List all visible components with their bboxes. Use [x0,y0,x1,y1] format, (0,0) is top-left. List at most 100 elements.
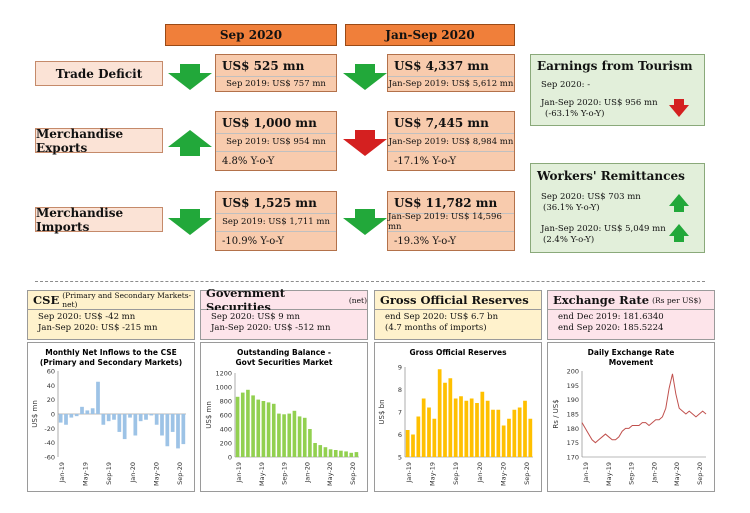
bar [154,414,159,425]
y-tick-label: 180 [567,425,579,433]
arrow-down-red-icon [343,130,387,156]
arrow-down-green-icon [168,209,212,235]
y-axis-label: US$ bn [378,399,386,424]
value-box-trade-jansep: US$ 4,337 mn Jan-Sep 2019: US$ 5,612 mn [387,54,515,92]
panel-title-text: Gross Official Reserves [380,293,529,307]
y-tick-label: 8 [398,386,402,394]
row-label-text: Merchandise Imports [36,205,124,234]
chart-title: Movement [609,358,654,367]
y-tick-label: 9 [398,364,402,372]
bar [485,400,490,457]
bar [128,414,132,418]
x-tick-label: Jan-20 [650,462,658,484]
panel-title-gor: Gross Official Reserves [374,290,542,310]
remit-sep-yoy: (36.1% Y-o-Y) [543,203,600,213]
panel-line: Jan-Sep 2020: US$ -215 mn [38,323,158,333]
chart-title: Govt Securities Market [236,358,333,367]
bar [101,414,106,425]
bar [512,409,517,457]
row-label-text: Merchandise Exports [36,126,124,155]
bar [85,410,90,414]
value-prev: Jan-Sep 2019: US$ 14,596 mn [388,212,502,232]
bar [112,414,116,420]
bar [333,450,338,457]
value-yoy: -19.3% Y-o-Y [394,235,457,247]
bar [122,414,127,440]
value-main: US$ 7,445 mn [394,116,489,130]
value-yoy: -10.9% Y-o-Y [222,235,285,247]
chart-gov: Outstanding Balance - Govt Securities Mar… [200,342,368,492]
bar [339,450,343,457]
bar [405,430,410,457]
panel-line: Jan-Sep 2020: US$ -512 mn [211,323,331,333]
bar [491,409,495,457]
bar [106,414,111,422]
y-tick-label: 200 [567,368,579,376]
panel-line: (4.7 months of imports) [385,323,487,333]
y-tick-label: 1000 [215,384,232,392]
header-jansep: Jan-Sep 2020 [345,24,515,46]
chart-title: (Primary and Secondary Markets) [40,358,182,367]
chart-gor-svg: Gross Official Reserves 9 8 7 6 5 US$ bn Jan-19… [378,348,533,486]
panel-line: end Dec 2019: 181.6340 [558,312,664,322]
x-tick-label: May-20 [152,462,160,486]
x-tick-label: Sep-19 [281,462,289,485]
panel-title-small: (net) [348,295,367,305]
bar [240,392,245,457]
header-sep: Sep 2020 [165,24,337,46]
bar [266,402,271,457]
panel-title-cse: CSE (Primary and Secondary Markets-net) [27,290,195,310]
x-tick-label: May-20 [326,462,334,486]
bar [507,418,511,457]
remit-sep: Sep 2020: US$ 703 mn [541,192,641,202]
bar [287,413,292,457]
y-tick-label: 200 [220,440,232,448]
bar [416,416,421,457]
y-tick-label: 7 [398,409,402,417]
remit-jansep: Jan-Sep 2020: US$ 5,049 mn [541,224,666,234]
bar [271,403,276,457]
x-tick-label: May-19 [605,462,613,486]
bar [149,414,154,416]
arrow-down-green-icon [343,64,387,90]
bar [80,406,84,414]
bar [475,403,479,457]
x-tick-label: Jan-20 [303,462,311,484]
bar [181,414,186,445]
bar [246,389,250,457]
bar [349,452,354,457]
value-box-exports-sep: US$ 1,000 mn Sep 2019: US$ 954 mn 4.8% Y… [215,111,337,171]
bar [448,378,453,457]
chart-gov-svg: Outstanding Balance -Govt Securities Mar… [205,348,359,486]
arrow-down-green-icon [168,64,212,90]
y-tick-label: 1200 [215,370,232,378]
x-tick-label: Jan-19 [405,462,413,484]
y-tick-label: -20 [44,425,55,433]
remit-title: Workers' Remittances [537,169,685,183]
arrow-up-green-icon [669,194,689,212]
x-tick-label: Sep-20 [696,462,704,485]
bar [432,418,437,457]
value-main: US$ 1,525 mn [222,196,317,210]
chart-fx: Daily Exchange Rate Movement 200 195 190 185 1… [547,342,715,492]
header-sep-label: Sep 2020 [219,28,283,42]
value-prev: Jan-Sep 2019: US$ 8,984 mn [388,137,514,147]
y-tick-label: 40 [47,382,55,390]
value-prev: Sep 2019: US$ 954 mn [226,137,326,147]
bar [318,445,323,457]
x-tick-label: May-19 [258,462,266,486]
y-tick-label: 20 [47,396,55,404]
bar [302,417,307,457]
row-label-merchandise-imports: Merchandise Imports [35,205,163,234]
bar [96,381,100,414]
panel-line: Sep 2020: US$ 9 mn [211,312,300,322]
bar [517,407,522,457]
bar [160,414,164,436]
panel-line: end Sep 2020: US$ 6.7 bn [385,312,499,322]
x-tick-label: Jan-20 [476,462,484,484]
arrow-up-green-icon [168,130,212,156]
bar [354,452,359,457]
panel-sub-gov: Sep 2020: US$ 9 mn Jan-Sep 2020: US$ -512… [200,310,368,340]
x-tick-label: Jan-20 [129,462,137,484]
bar [459,396,463,457]
